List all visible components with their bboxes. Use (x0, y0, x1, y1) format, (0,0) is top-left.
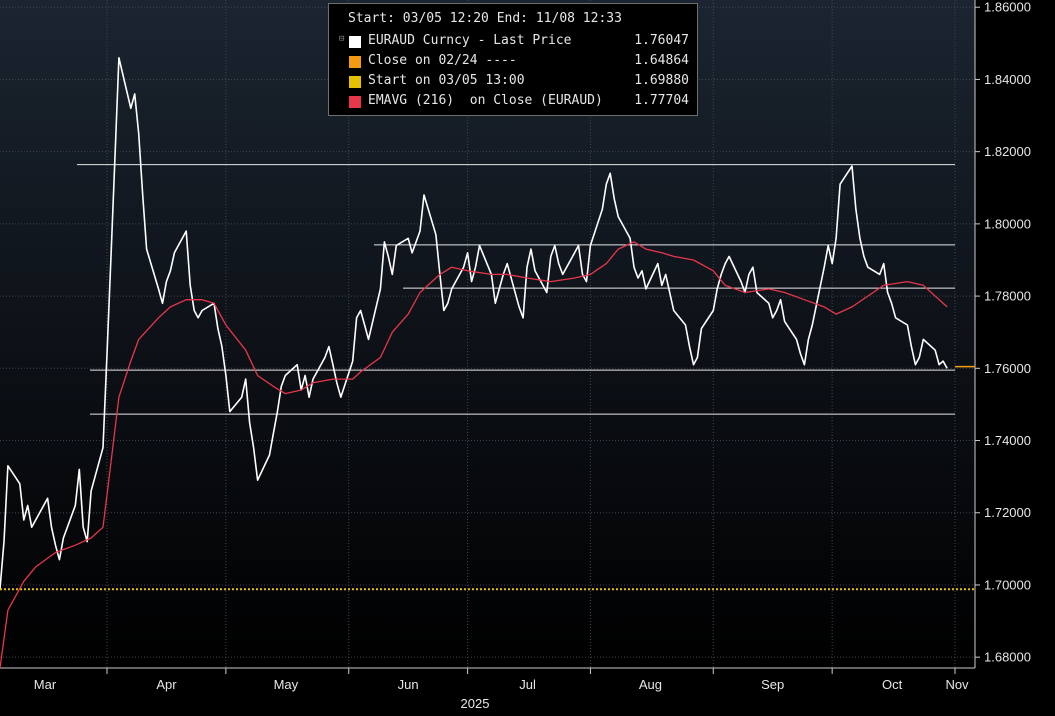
legend-value: 1.64864 (634, 53, 689, 68)
y-tick-label: 1.74000 (984, 433, 1031, 448)
price-line (0, 56, 948, 589)
legend-entry-start[interactable]: Start on 03/05 13:00 1.69880 (339, 73, 689, 91)
legend-value: 1.76047 (634, 33, 689, 48)
x-axis-background (0, 668, 975, 711)
legend-swatch-orange (349, 56, 361, 68)
x-tick-label: Mar (34, 677, 57, 692)
y-tick-label: 1.68000 (984, 650, 1031, 665)
legend-label: Close on 02/24 ---- (368, 53, 517, 68)
y-tick-label: 1.82000 (984, 144, 1031, 159)
legend-date-range: Start: 03/05 12:20 End: 11/08 12:33 (348, 11, 622, 26)
legend-swatch-red (349, 96, 361, 108)
x-tick-label: Jul (519, 677, 536, 692)
x-tick-label: Nov (945, 677, 969, 692)
legend-entry-emavg[interactable]: EMAVG (216) on Close (EURAUD) 1.77704 (339, 93, 689, 111)
x-tick-label: Sep (761, 677, 784, 692)
legend-label: EMAVG (216) on Close (EURAUD) (368, 93, 603, 108)
y-tick-label: 1.72000 (984, 505, 1031, 520)
x-tick-label: Jun (398, 677, 419, 692)
y-tick-label: 1.84000 (984, 72, 1031, 87)
legend-label: EURAUD Curncy - Last Price (368, 33, 572, 48)
legend-value: 1.77704 (634, 93, 689, 108)
y-tick-label: 1.78000 (984, 289, 1031, 304)
legend-entry-close[interactable]: Close on 02/24 ---- 1.64864 (339, 53, 689, 71)
legend-entry-last-price[interactable]: ⊟ EURAUD Curncy - Last Price 1.76047 (339, 33, 689, 51)
x-tick-label: May (274, 677, 299, 692)
axis-background (975, 0, 1055, 711)
y-tick-label: 1.70000 (984, 577, 1031, 592)
legend-label: Start on 03/05 13:00 (368, 73, 525, 88)
x-tick-label: Oct (882, 677, 903, 692)
ema-line (0, 241, 948, 669)
x-tick-label: Aug (639, 677, 662, 692)
y-tick-label: 1.80000 (984, 216, 1031, 231)
y-tick-label: 1.86000 (984, 0, 1031, 15)
legend-swatch-white (349, 36, 361, 48)
legend-swatch-yellow (349, 76, 361, 88)
x-year-label: 2025 (461, 696, 490, 711)
x-tick-label: Apr (156, 677, 177, 692)
chart-legend[interactable]: Start: 03/05 12:20 End: 11/08 12:33 ⊟ EU… (328, 3, 698, 116)
legend-value: 1.69880 (634, 73, 689, 88)
y-tick-label: 1.76000 (984, 361, 1031, 376)
legend-toggle-icon[interactable]: ⊟ (339, 34, 345, 44)
